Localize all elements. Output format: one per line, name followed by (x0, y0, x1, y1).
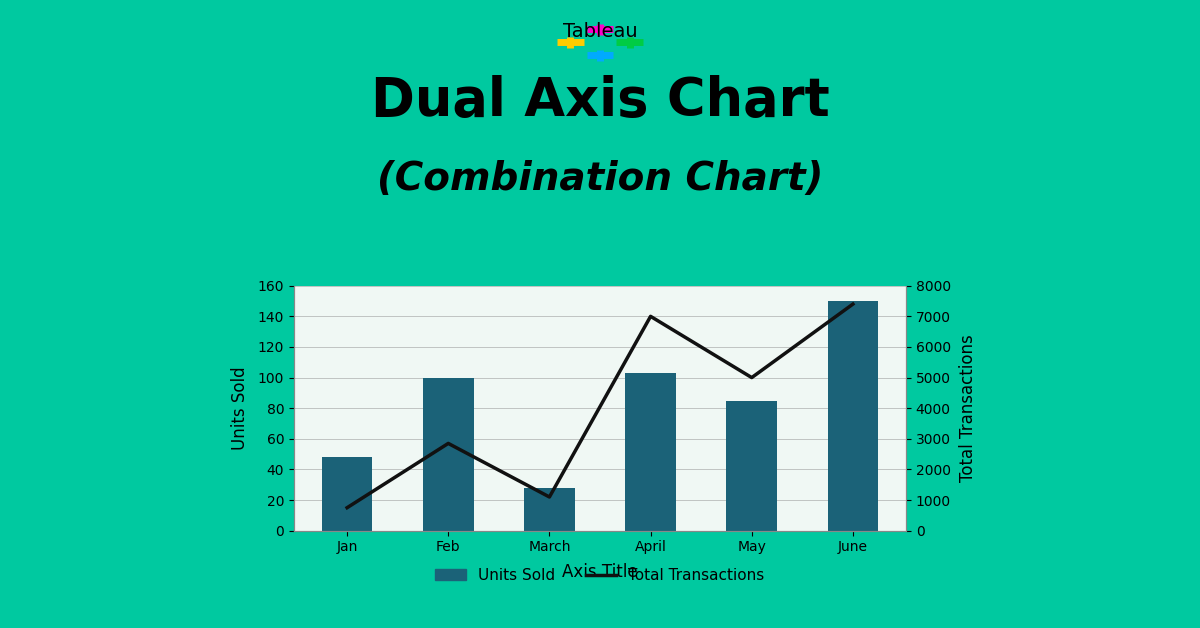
Bar (828, 301, 878, 531)
Text: (Combination Chart): (Combination Chart) (377, 160, 823, 198)
X-axis label: Axis Title: Axis Title (562, 563, 638, 581)
Bar (524, 488, 575, 531)
Text: Tableau: Tableau (563, 22, 637, 41)
Bar (422, 377, 474, 531)
Legend: Units Sold, Total Transactions: Units Sold, Total Transactions (430, 561, 770, 589)
Y-axis label: Units Sold: Units Sold (232, 366, 250, 450)
Bar (625, 373, 676, 531)
Text: Dual Axis Chart: Dual Axis Chart (371, 75, 829, 127)
Y-axis label: Total Transactions: Total Transactions (959, 334, 977, 482)
Bar (726, 401, 778, 531)
Bar (322, 457, 372, 531)
